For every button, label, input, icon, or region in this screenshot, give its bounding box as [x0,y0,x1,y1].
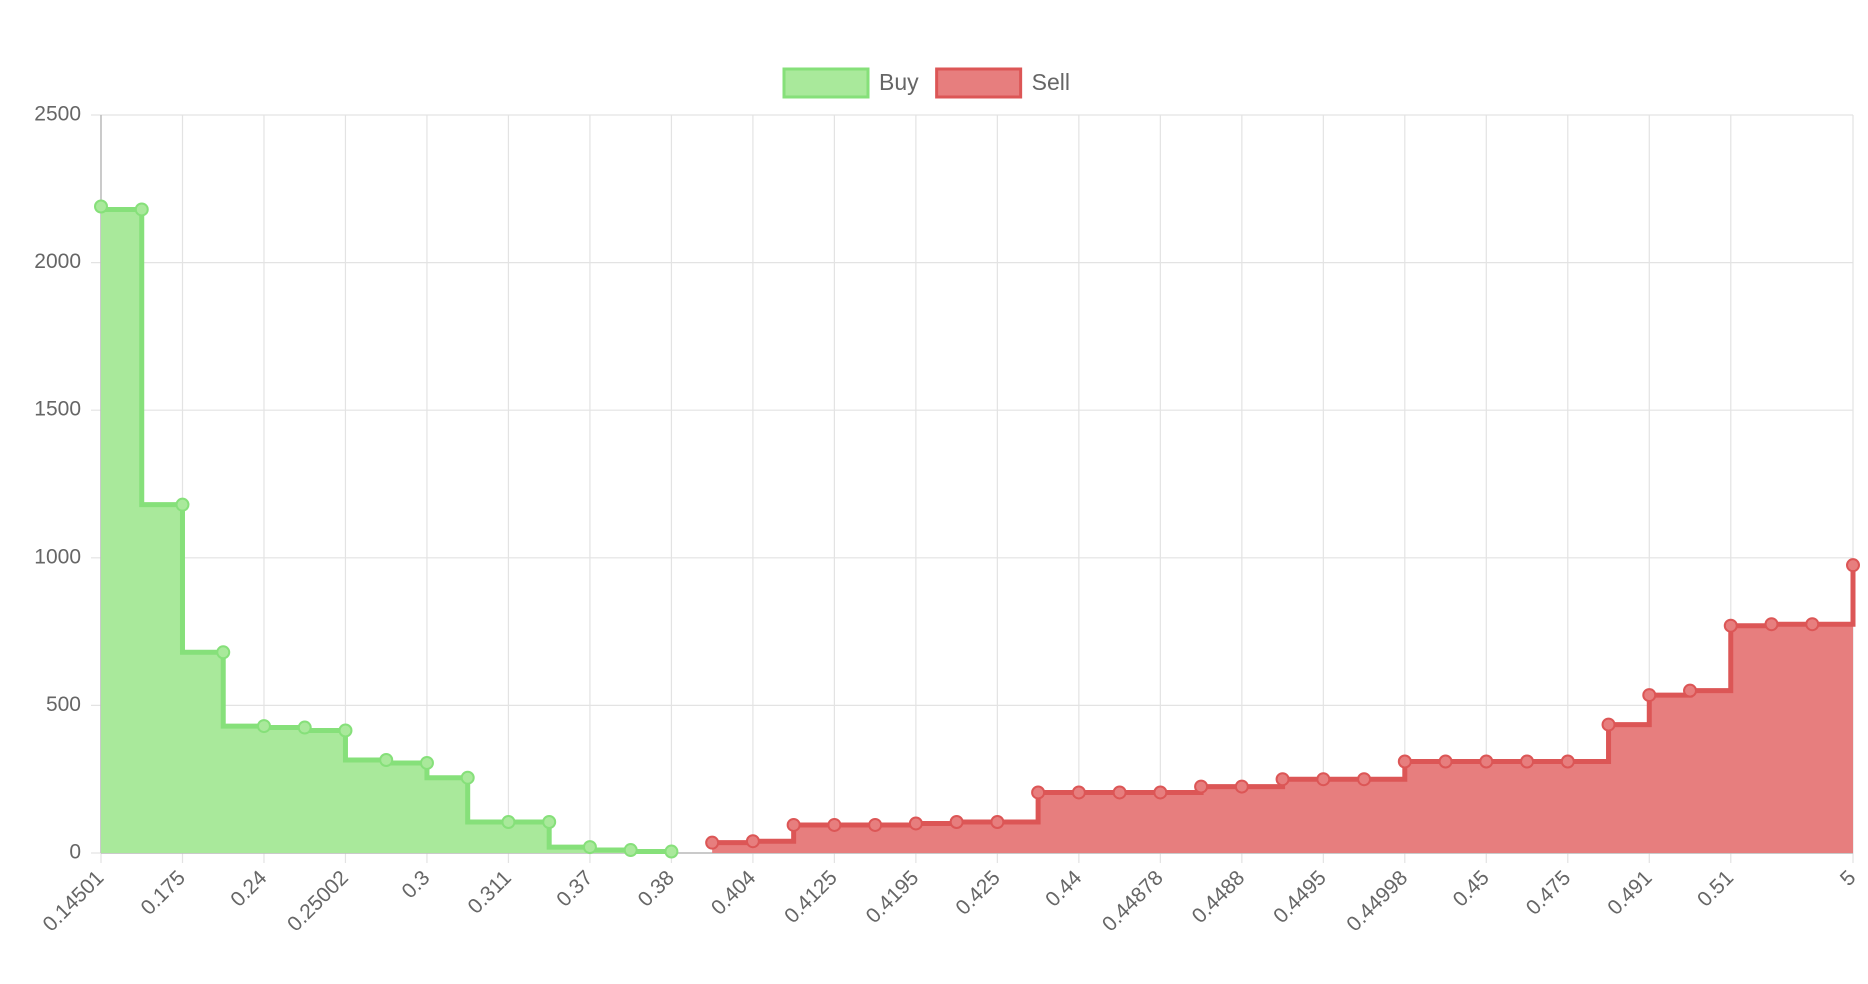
x-tick-label: 0.25002 [283,866,353,936]
area [101,206,672,854]
point [623,843,638,858]
point [134,202,149,217]
point [460,770,475,785]
point [664,844,679,859]
x-tick-label: 0.425 [951,866,1004,919]
point [338,723,353,738]
point [1723,618,1738,633]
x-tick-label: 0.4488 [1188,866,1250,928]
point [175,497,190,512]
legend-label: Sell [1032,69,1070,95]
y-tick-label: 2500 [34,103,81,126]
point [1112,785,1127,800]
point [1683,683,1698,698]
point [786,817,801,832]
point [1642,688,1657,703]
line [98,206,672,855]
y-tick-label: 1500 [34,398,81,421]
legend-swatch [782,67,870,99]
point [297,720,312,735]
point [256,719,271,734]
point [501,815,516,830]
point [868,817,883,832]
x-tick-label: 0.475 [1522,866,1575,919]
point [1397,754,1412,769]
x-tick-label: 0.404 [707,866,761,920]
point [216,645,231,660]
x-tick-label: 0.14501 [39,866,109,936]
point [827,817,842,832]
point [908,816,923,831]
x-tick-label: 0.4125 [780,866,842,928]
area [712,565,1853,853]
x-tick-label: 0.51 [1693,866,1738,911]
point [582,840,597,855]
x-tick-label: 0.44998 [1342,866,1412,936]
point [1357,772,1372,787]
x-tick-label: 0.4495 [1269,866,1331,928]
point [1194,779,1209,794]
point [1764,617,1779,632]
point [990,815,1005,830]
x-tick-label: 0.311 [464,866,516,918]
point [419,755,434,770]
x-tick-label: 0.38 [634,866,679,911]
point [705,835,720,850]
point [1275,772,1290,787]
point [1031,785,1046,800]
x-tick-label: 0.44878 [1098,866,1168,936]
x-tick-label: 0.4195 [862,866,924,928]
point [94,199,108,214]
point [949,815,964,830]
x-tick-label: 0.3 [397,866,434,903]
x-tick-label: 5 [1836,866,1861,891]
x-tick-label: 0.37 [552,866,597,911]
legend-swatch [935,67,1023,99]
point [1846,558,1860,573]
point [1438,754,1453,769]
x-tick-label: 0.175 [137,866,190,919]
point [379,753,394,768]
legend-label: Buy [879,69,919,95]
point [1071,785,1086,800]
point [1234,779,1249,794]
y-tick-label: 2000 [34,250,81,273]
point [745,834,760,849]
x-tick-label: 0.24 [226,866,271,911]
y-tick-label: 0 [69,841,81,864]
point [1805,617,1820,632]
x-tick-label: 0.45 [1449,866,1494,911]
point [1560,754,1575,769]
point [1479,754,1494,769]
point [1601,717,1616,732]
x-tick-label: 0.44 [1041,866,1086,911]
x-tick-label: 0.491 [1603,866,1656,919]
y-tick-label: 500 [46,693,81,716]
point [1153,785,1168,800]
point [542,815,557,830]
point [1316,772,1331,787]
y-tick-label: 1000 [34,545,81,568]
point [1520,754,1535,769]
